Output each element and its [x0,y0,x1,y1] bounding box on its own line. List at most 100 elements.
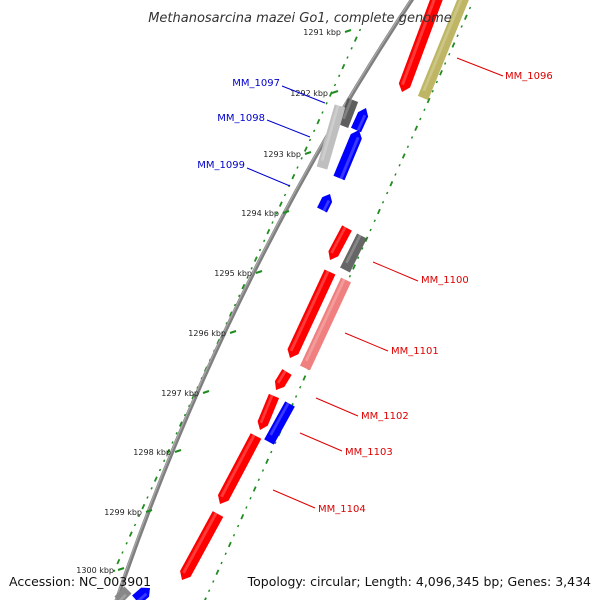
gene-MM_1103-reverse[interactable] [264,401,295,445]
gc-skew-mark [220,561,223,565]
gc-skew-mark [296,166,299,169]
gc-skew-mark [252,486,257,492]
gc-skew-mark [178,421,183,427]
gc-skew-mark [468,6,472,10]
gc-skew-mark [249,496,252,500]
gene-label[interactable]: MM_1100 [421,275,469,286]
gc-skew-mark [108,578,112,582]
gc-skew-mark [141,503,146,510]
gc-skew-mark [113,569,116,573]
gc-skew-mark [410,136,414,139]
gene-features [114,0,472,600]
gene-MM_1098-arrow-b[interactable] [333,130,362,181]
gc-skew-mark [258,248,262,252]
gc-skew-mark [348,274,352,278]
gene-MM_1096-arrow-highlight [401,0,436,86]
gc-skew-mark [316,118,321,125]
gene-MM_1096-partner[interactable] [417,0,472,101]
kbp-tick [282,210,290,214]
kbp-tick [255,270,263,274]
gene-MM_1102-arrow[interactable] [274,369,292,390]
kbp-tick-label: 1298 kbp [133,448,171,457]
gene-MM_1100-arrow[interactable] [328,225,352,260]
gc-skew-mark [321,111,324,114]
gene-callout-line [266,119,311,138]
gc-skew-mark [303,146,308,152]
gene-label[interactable]: MM_1096 [505,71,553,82]
gene-callout-line [299,432,343,452]
gene-label[interactable]: MM_1102 [361,411,409,422]
gene-label[interactable]: MM_1098 [217,113,265,124]
gc-skew-mark [150,487,153,490]
gc-skew-mark [250,267,253,270]
gc-skew-mark [128,531,133,537]
gc-skew-mark [116,558,121,565]
gene-label[interactable]: MM_1099 [197,160,245,171]
gc-skew-mark [171,441,174,444]
gene-MM_1104-next-highlight [182,512,218,574]
kbp-tick-label: 1300 kbp [76,566,114,575]
gc-skew-mark [369,228,372,232]
gene-label[interactable]: MM_1104 [318,504,366,515]
gc-skew-mark [283,193,287,197]
gene-MM_1100-other[interactable] [340,233,367,273]
gene-MM_1101-arrow[interactable] [287,269,336,358]
gene-callout-line [456,57,504,77]
gene-label[interactable]: MM_1103 [345,447,393,458]
gene-MM_1104-arrow[interactable] [217,433,262,504]
gene-MM_1099-arrow[interactable] [317,194,333,213]
gc-skew-mark [138,514,141,518]
gc-skew-mark [389,181,394,187]
gene-callout-line [315,397,359,417]
gene-label[interactable]: MM_1101 [391,346,439,357]
gene-next-reverse[interactable] [132,587,150,600]
gene-MM_1103-arrow[interactable] [257,393,280,430]
gene-MM_1098-arrow-b-highlight [339,136,360,180]
gene-label[interactable]: MM_1097 [232,78,280,89]
gc-skew-mark [121,551,124,554]
gene-next-grey[interactable] [114,586,132,600]
kbp-tick [331,90,339,94]
gene-MM_1096-arrow[interactable] [398,0,446,92]
gc-skew-mark [275,212,278,215]
gc-skew-mark [227,541,232,548]
gc-skew-mark [228,311,233,317]
gene-callout-line [344,332,389,352]
gc-skew-mark [406,145,410,149]
kbp-tick-label: 1296 kbp [188,329,226,338]
gc-skew-mark [302,375,307,381]
gene-MM_1102-arrow-highlight [276,370,287,384]
gc-skew-mark [431,89,434,93]
gene-MM_1097-arrow[interactable] [337,98,359,128]
genome-backbone-highlight [115,0,412,600]
gc-skew-mark [426,97,431,104]
gc-skew-mark [341,63,346,70]
gc-skew-mark [158,468,162,472]
gene-MM_1098-arrow-a[interactable] [350,108,369,133]
gc-skew-mark [381,200,385,204]
gc-skew-mark [361,247,364,250]
gc-skew-mark [439,70,443,76]
gc-skew-mark [153,476,158,482]
gc-skew-mark [263,239,266,243]
gc-skew-mark [350,47,353,50]
gene-MM_1104-next[interactable] [180,511,224,580]
gc-skew-mark [208,589,211,593]
kbp-tick [304,151,312,155]
gene-MM_1097-partner[interactable] [316,104,346,170]
gene-callout-line [272,489,316,509]
gc-skew-mark [188,404,191,408]
gc-skew-mark [232,533,236,537]
gc-skew-mark [401,153,406,159]
gene-MM_1101-partner[interactable] [300,277,351,371]
kbp-tick-label: 1299 kbp [104,508,142,517]
gc-skew-mark [240,514,245,520]
gene-next-reverse-highlight [136,592,148,600]
gene-callout-line [246,167,291,187]
kbp-tick [117,567,125,571]
gc-skew-mark [460,25,463,28]
kbp-tick [145,509,153,513]
gc-skew-mark [274,441,277,445]
map-title: Methanosarcina mazei Go1, complete genom… [148,11,452,26]
